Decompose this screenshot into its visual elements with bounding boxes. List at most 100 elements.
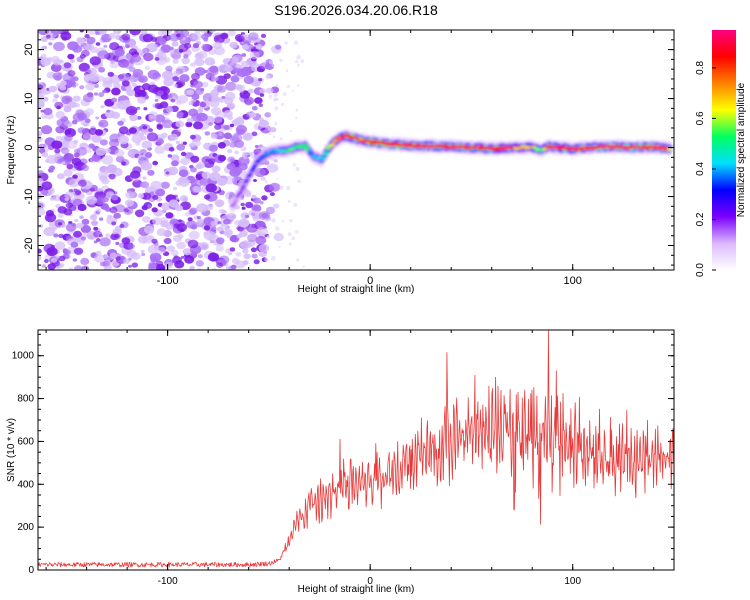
noise-blob <box>118 73 130 83</box>
noise-blob <box>196 215 201 220</box>
noise-blob <box>210 220 217 226</box>
track-peak <box>385 142 398 146</box>
track-peak <box>395 143 411 147</box>
y-tick-label: 600 <box>17 436 34 447</box>
noise-blob <box>40 36 48 43</box>
noise-blob <box>106 164 118 174</box>
noise-blob <box>78 62 90 72</box>
noise-blob <box>40 57 52 66</box>
noise-blob <box>136 106 141 110</box>
noise-blob <box>72 95 81 102</box>
noise-blob <box>138 126 143 130</box>
noise-blob <box>127 243 135 250</box>
spectrogram-frame <box>37 29 675 271</box>
noise-blob <box>128 79 135 84</box>
noise-blob <box>203 69 208 74</box>
noise-blob <box>129 30 141 36</box>
noise-blob <box>239 240 252 250</box>
noise-blob <box>115 50 121 56</box>
noise-blob <box>165 70 171 75</box>
noise-blob <box>95 116 100 120</box>
noise-blob <box>72 198 83 207</box>
noise-blob <box>91 154 101 162</box>
noise-blob <box>84 34 90 39</box>
noise-blob <box>236 233 243 239</box>
spectrogram-y-ticks: -20 -10 0 10 20 <box>23 29 674 266</box>
noise-blob <box>204 194 211 200</box>
noise-blob <box>251 131 258 137</box>
noise-blob <box>102 77 113 85</box>
noise-blob <box>148 114 157 122</box>
noise-blob <box>251 253 258 259</box>
track-segment <box>330 142 336 146</box>
noise-blob <box>85 82 95 91</box>
snr-y-label: SNR (10 * v/v) <box>6 418 17 482</box>
noise-blob <box>89 187 95 192</box>
noise-blob <box>78 239 85 245</box>
noise-blob <box>167 154 172 158</box>
noise-blob <box>38 131 43 137</box>
noise-blob <box>40 46 45 50</box>
noise-blob <box>103 44 108 48</box>
noise-blob <box>77 203 87 212</box>
noise-blob <box>79 85 85 90</box>
noise-blob <box>102 260 110 267</box>
noise-blob <box>111 97 118 103</box>
colorbar-strip <box>712 30 736 270</box>
noise-blob <box>140 249 145 254</box>
colorbar-label: Normalized spectral amplitude <box>736 82 747 217</box>
noise-blob <box>268 60 273 65</box>
noise-blob <box>41 53 47 59</box>
noise-blob <box>147 169 155 176</box>
noise-blob <box>223 132 232 140</box>
noise-blob <box>102 89 107 94</box>
noise-blob <box>197 254 203 259</box>
noise-blob <box>140 161 152 171</box>
noise-blob <box>258 78 263 82</box>
noise-blob <box>172 59 179 64</box>
noise-blob <box>247 233 258 242</box>
noise-blob <box>109 42 120 51</box>
noise-blob <box>254 144 259 149</box>
noise-blob <box>265 87 274 94</box>
noise-blob <box>109 60 119 69</box>
noise-blob <box>91 220 98 226</box>
track-peak <box>435 144 446 148</box>
noise-blob <box>229 158 235 162</box>
noise-blob <box>294 230 299 234</box>
noise-blob <box>137 96 147 104</box>
noise-blob <box>227 212 237 221</box>
noise-blob <box>221 95 226 100</box>
noise-blob <box>63 62 72 69</box>
noise-blob <box>59 263 65 268</box>
track-segment <box>252 164 258 168</box>
noise-blob <box>173 223 180 228</box>
noise-blob <box>225 266 230 270</box>
noise-blob <box>235 84 243 91</box>
track-segment <box>249 169 255 172</box>
noise-blob <box>175 100 182 105</box>
noise-blob <box>237 116 244 122</box>
noise-blob <box>141 140 152 149</box>
noise-blob <box>54 241 66 250</box>
noise-blob <box>197 50 208 59</box>
noise-blob <box>171 52 182 61</box>
track-segment <box>237 190 244 194</box>
noise-blob <box>55 255 60 259</box>
noise-blob <box>52 59 62 66</box>
noise-blob <box>188 101 194 106</box>
noise-blob <box>49 197 55 201</box>
track-segment <box>241 184 247 188</box>
noise-blob <box>142 125 148 130</box>
noise-blob <box>203 225 211 231</box>
noise-blob <box>200 81 209 88</box>
noise-blob <box>87 143 96 150</box>
noise-blob <box>162 119 173 129</box>
noise-blob <box>141 192 152 200</box>
noise-blob <box>243 253 251 260</box>
noise-blob <box>150 180 162 190</box>
noise-blob <box>295 166 300 172</box>
noise-blob <box>144 65 150 70</box>
noise-blob <box>163 237 172 245</box>
noise-blob <box>216 97 223 102</box>
